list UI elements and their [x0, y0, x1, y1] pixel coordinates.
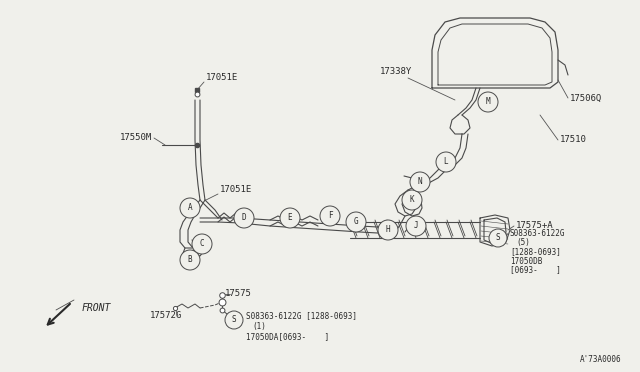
Text: 17051E: 17051E [206, 74, 238, 83]
Text: J: J [413, 221, 419, 231]
Circle shape [234, 208, 254, 228]
Text: 17050DB: 17050DB [510, 257, 542, 266]
Text: L: L [444, 157, 448, 167]
Text: 17050DA[0693-    ]: 17050DA[0693- ] [246, 333, 329, 341]
Text: 17572G: 17572G [150, 311, 182, 321]
Circle shape [180, 250, 200, 270]
Text: 17051E: 17051E [220, 186, 252, 195]
Text: N: N [418, 177, 422, 186]
Text: S08363-6122G [1288-0693]: S08363-6122G [1288-0693] [246, 311, 357, 321]
Text: 17575+A: 17575+A [516, 221, 554, 231]
Circle shape [378, 220, 398, 240]
Text: B: B [188, 256, 192, 264]
Text: C: C [200, 240, 204, 248]
Text: S08363-6122G: S08363-6122G [510, 230, 566, 238]
Circle shape [436, 152, 456, 172]
Text: S: S [232, 315, 236, 324]
Circle shape [406, 216, 426, 236]
Text: 17510: 17510 [560, 135, 587, 144]
Text: 17550M: 17550M [120, 134, 152, 142]
Text: A: A [188, 203, 192, 212]
Text: D: D [242, 214, 246, 222]
Circle shape [320, 206, 340, 226]
Circle shape [192, 234, 212, 254]
Text: 17338Y: 17338Y [380, 67, 412, 77]
Circle shape [180, 198, 200, 218]
Circle shape [410, 172, 430, 192]
Text: S: S [496, 234, 500, 243]
Text: K: K [410, 196, 414, 205]
Circle shape [478, 92, 498, 112]
Text: G: G [354, 218, 358, 227]
Text: F: F [328, 212, 332, 221]
Circle shape [225, 311, 243, 329]
Text: (5): (5) [516, 238, 530, 247]
Text: [1288-0693]: [1288-0693] [510, 247, 561, 257]
Text: E: E [288, 214, 292, 222]
Circle shape [346, 212, 366, 232]
Text: 17575: 17575 [225, 289, 252, 298]
Text: FRONT: FRONT [82, 303, 111, 313]
Circle shape [402, 190, 422, 210]
Text: [0693-    ]: [0693- ] [510, 266, 561, 275]
Text: A'73A0006: A'73A0006 [580, 356, 621, 365]
Text: M: M [486, 97, 490, 106]
Circle shape [489, 229, 507, 247]
Text: H: H [386, 225, 390, 234]
Text: 17506Q: 17506Q [570, 93, 602, 103]
Circle shape [280, 208, 300, 228]
Text: (1): (1) [252, 321, 266, 330]
